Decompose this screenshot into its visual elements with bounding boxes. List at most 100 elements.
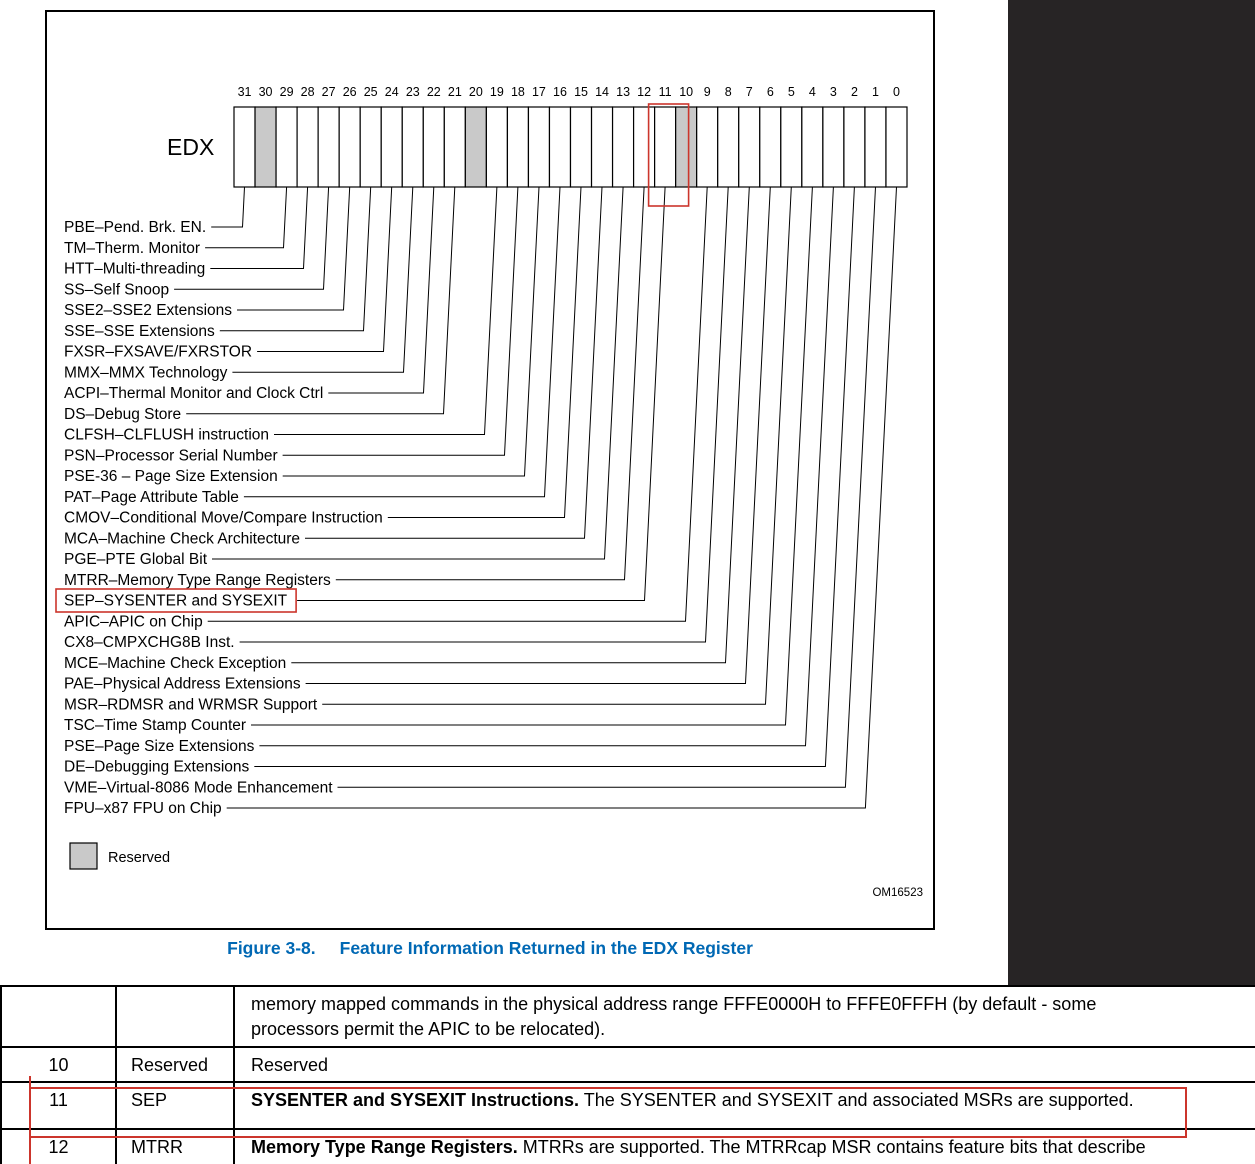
bit-label-31: PBE–Pend. Brk. EN.: [64, 219, 206, 236]
leader-line-bit-11: [297, 186, 666, 601]
cell-bit: 10: [0, 1046, 117, 1083]
bit-number-27: 27: [322, 85, 336, 99]
bit-number-19: 19: [490, 85, 504, 99]
cell-bit: 12: [0, 1128, 117, 1164]
register-bit-cell-19: [485, 106, 509, 188]
figure-number: Figure 3-8.: [227, 938, 316, 958]
table-annotation-bottom-line: [29, 1136, 1187, 1138]
figure-edx-register-box: 31 30 29 28 27 26 25 24 23 22 21 20 19 18 17 16 15 14 13 12…: [45, 10, 935, 930]
register-bit-cell-23: [401, 106, 424, 188]
register-bit-cell-9: [696, 106, 719, 188]
bit-label-22: ACPI–Thermal Monitor and Clock Ctrl: [64, 385, 323, 402]
desc-lead-phrase: Memory Type Range Registers.: [251, 1137, 518, 1157]
register-bit-cell-18: [506, 106, 530, 188]
figure-title: Feature Information Returned in the EDX …: [339, 938, 753, 958]
leader-line-bit-0: [226, 186, 897, 809]
bit-number-16: 16: [553, 85, 567, 99]
bit-number-17: 17: [532, 85, 546, 99]
bit-label-8: CX8–CMPXCHG8B Inst.: [64, 634, 235, 651]
cell-bit: 11: [0, 1081, 117, 1130]
bit-number-5: 5: [788, 85, 795, 99]
register-bit-cell-21: [443, 106, 466, 188]
bit-number-10: 10: [679, 85, 693, 99]
reserved-legend-swatch: [69, 842, 98, 870]
register-bit-cell-13: [611, 106, 635, 188]
cell-name: SEP: [115, 1081, 235, 1130]
register-bit-cell-11: [654, 106, 677, 188]
cell-desc: Memory Type Range Registers. MTRRs are s…: [233, 1128, 1255, 1164]
bit-number-0: 0: [893, 85, 900, 99]
bit-label-24: FXSR–FXSAVE/FXRSTOR: [64, 344, 252, 361]
register-bit-cell-16: [548, 106, 572, 188]
bit-label-1: VME–Virtual-8086 Mode Enhancement: [64, 779, 333, 796]
bit-number-4: 4: [809, 85, 816, 99]
bit-label-21: DS–Debug Store: [64, 406, 181, 423]
bit-11-annotation-box: [647, 103, 690, 207]
register-bit-cell-6: [759, 106, 782, 188]
bit-number-24: 24: [385, 85, 399, 99]
bit-number-1: 1: [872, 85, 879, 99]
register-bit-cell-30: [254, 106, 277, 188]
bit-label-3: PSE–Page Size Extensions: [64, 738, 255, 755]
register-bit-cell-1: [864, 106, 887, 188]
bit-number-8: 8: [725, 85, 732, 99]
feature-table: memory mapped commands in the physical a…: [0, 985, 1255, 1164]
leader-line-bit-25: [219, 186, 372, 332]
bit-label-5: MSR–RDMSR and WRMSR Support: [64, 696, 318, 713]
table-row-bit-10: 10 Reserved Reserved: [0, 1046, 1255, 1083]
bit-label-15: CMOV–Conditional Move/Compare Instructio…: [64, 510, 383, 527]
register-bit-cell-25: [359, 106, 382, 188]
table-annotation-left-line: [29, 1076, 31, 1164]
leader-line-bit-6: [305, 186, 771, 684]
cell-desc: SYSENTER and SYSEXIT Instructions. The S…: [233, 1081, 1255, 1130]
bit-number-9: 9: [704, 85, 711, 99]
register-bit-cell-17: [527, 106, 551, 188]
bit-number-14: 14: [595, 85, 609, 99]
figure-caption: Figure 3-8. Feature Information Returned …: [45, 938, 935, 959]
leader-line-bit-21: [186, 186, 456, 415]
bit-number-7: 7: [746, 85, 753, 99]
leader-line-bit-31: [211, 186, 245, 228]
register-bit-cell-22: [422, 106, 445, 188]
register-bit-cell-27: [317, 106, 340, 188]
cell-bit-empty: [0, 985, 117, 1048]
table-row-bit-12: 12 MTRR Memory Type Range Registers. MTRRs…: [0, 1128, 1255, 1164]
bit-label-29: TM–Therm. Monitor: [64, 240, 200, 257]
table-annotation-top-line: [29, 1087, 1187, 1089]
register-bit-cell-28: [296, 106, 319, 188]
bit-label-19: CLFSH–CLFLUSH instruction: [64, 427, 269, 444]
register-bit-cell-29: [275, 106, 298, 188]
bit-number-11: 11: [659, 85, 672, 99]
leader-line-bit-4: [251, 186, 813, 726]
bit-label-6: PAE–Physical Address Extensions: [64, 676, 301, 693]
leader-line-bit-26: [237, 186, 351, 311]
leader-line-bit-5: [322, 186, 792, 705]
viewer-dark-background: [1008, 0, 1255, 986]
bit-number-22: 22: [427, 85, 441, 99]
edx-bit-diagram: 31 30 29 28 27 26 25 24 23 22 21 20 19 18 17 16 15 14 13 12…: [55, 85, 923, 899]
leader-line-bit-19: [274, 186, 498, 435]
bit-number-26: 26: [343, 85, 357, 99]
bit-label-12: MTRR–Memory Type Range Registers: [64, 572, 331, 589]
register-bit-cell-0: [885, 106, 908, 188]
register-bit-cell-31: [233, 106, 256, 188]
bit-number-20: 20: [469, 85, 483, 99]
bit-number-12: 12: [637, 85, 651, 99]
bit-number-31: 31: [238, 85, 252, 99]
register-bit-cell-12: [632, 106, 656, 188]
register-bit-cell-4: [801, 106, 824, 188]
table-row-apic-continuation: memory mapped commands in the physical a…: [0, 985, 1255, 1048]
bit-number-25: 25: [364, 85, 378, 99]
leader-line-bit-16: [243, 186, 561, 498]
bit-number-23: 23: [406, 85, 420, 99]
register-bit-cell-24: [380, 106, 403, 188]
leader-line-bit-7: [291, 186, 750, 664]
register-bit-cell-20: [464, 106, 487, 188]
register-bit-cell-10: [675, 106, 698, 188]
leader-line-bit-17: [282, 186, 540, 477]
bit-label-26: SSE2–SSE2 Extensions: [64, 302, 232, 319]
register-bit-cell-3: [822, 106, 845, 188]
register-bit-cell-2: [843, 106, 866, 188]
leader-line-bit-24: [257, 186, 393, 352]
feature-table-region: memory mapped commands in the physical a…: [0, 985, 1255, 1164]
